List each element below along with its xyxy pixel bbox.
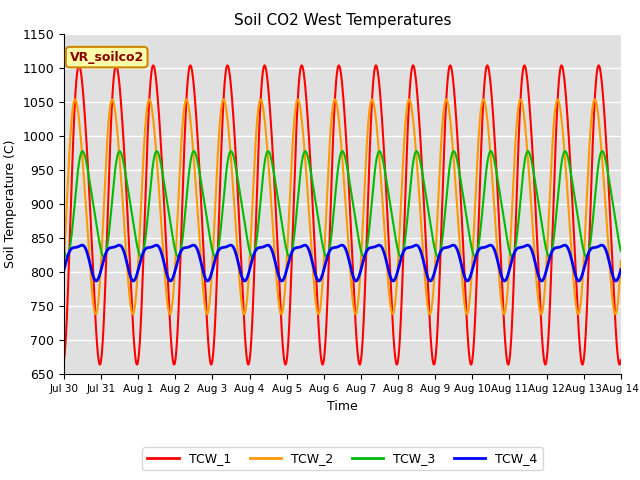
TCW_3: [617, 248, 625, 253]
TCW_3: [317, 230, 324, 236]
TCW_2: [60, 258, 68, 264]
TCW_2: [601, 194, 609, 200]
TCW_1: [601, 120, 609, 125]
Legend: TCW_1, TCW_2, TCW_3, TCW_4: TCW_1, TCW_2, TCW_3, TCW_4: [142, 447, 543, 470]
TCW_3: [60, 248, 68, 253]
TCW_3: [211, 254, 219, 260]
X-axis label: Time: Time: [327, 400, 358, 413]
TCW_4: [617, 267, 625, 273]
TCW_3: [602, 156, 609, 161]
Line: TCW_2: TCW_2: [64, 99, 621, 314]
TCW_3: [499, 210, 507, 216]
TCW_3: [301, 148, 309, 154]
TCW_2: [516, 96, 524, 102]
TCW_1: [331, 100, 339, 106]
Line: TCW_1: TCW_1: [64, 65, 621, 364]
TCW_2: [241, 312, 248, 317]
TCW_2: [499, 308, 506, 314]
TCW_3: [601, 154, 609, 160]
TCW_2: [617, 258, 625, 264]
TCW_4: [316, 277, 324, 283]
TCW_1: [520, 62, 528, 68]
Title: Soil CO2 West Temperatures: Soil CO2 West Temperatures: [234, 13, 451, 28]
TCW_4: [331, 245, 339, 251]
TCW_4: [78, 242, 86, 248]
TCW_2: [88, 293, 96, 299]
TCW_4: [602, 246, 609, 252]
TCW_4: [89, 272, 97, 277]
Y-axis label: Soil Temperature (C): Soil Temperature (C): [4, 140, 17, 268]
TCW_2: [331, 96, 339, 102]
TCW_2: [316, 305, 324, 311]
TCW_1: [602, 123, 609, 129]
TCW_3: [88, 196, 96, 202]
TCW_1: [499, 289, 506, 295]
TCW_2: [602, 198, 609, 204]
Line: TCW_4: TCW_4: [64, 245, 621, 281]
TCW_4: [60, 267, 68, 273]
Text: VR_soilco2: VR_soilco2: [70, 51, 144, 64]
TCW_1: [316, 344, 324, 350]
TCW_1: [617, 357, 625, 363]
TCW_4: [575, 278, 582, 284]
TCW_4: [499, 276, 506, 282]
TCW_1: [60, 357, 68, 363]
Line: TCW_3: TCW_3: [64, 151, 621, 257]
TCW_1: [541, 361, 549, 367]
TCW_3: [332, 192, 339, 198]
TCW_4: [601, 245, 609, 251]
TCW_1: [88, 253, 96, 259]
